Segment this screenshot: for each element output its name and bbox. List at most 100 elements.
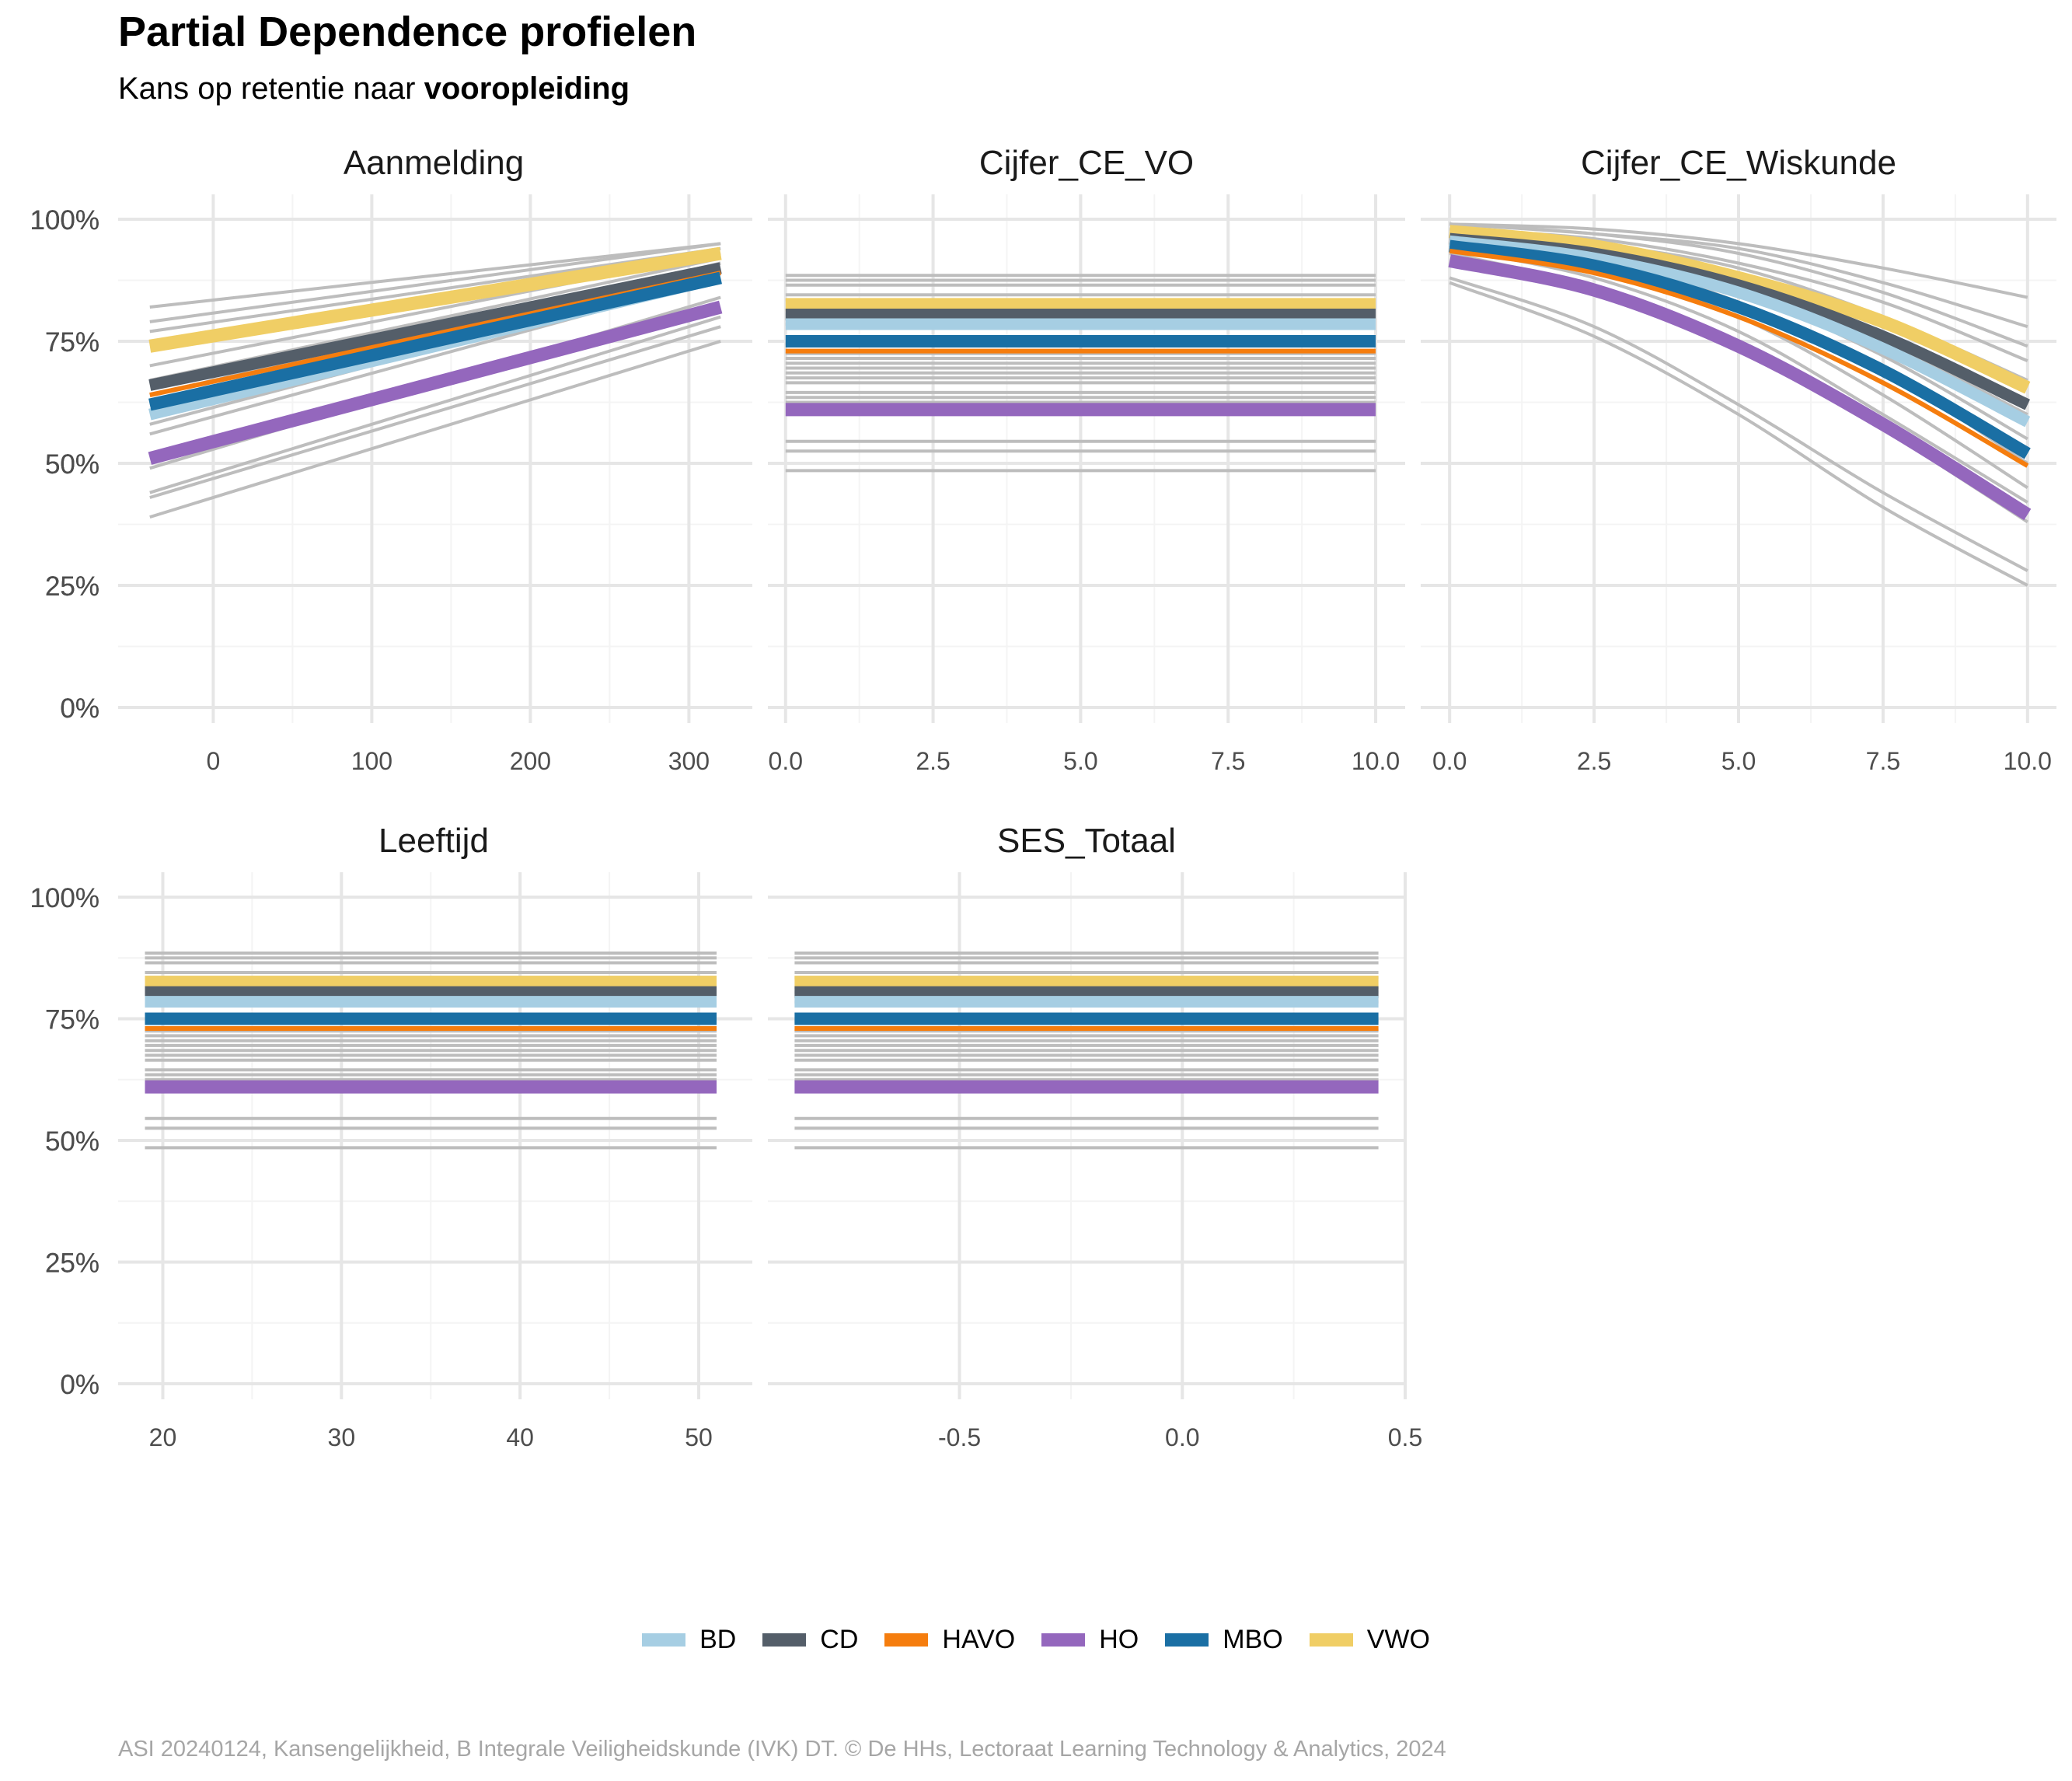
chart-title: Partial Dependence profielen: [118, 9, 697, 55]
x-tick-label: 0.0: [1165, 1423, 1199, 1451]
x-tick-label: 5.0: [1721, 747, 1756, 775]
background-profile-line: [149, 242, 721, 309]
chart-subtitle: Kans op retentie naar vooropleiding: [118, 72, 630, 107]
background-profile-line: [1449, 222, 2028, 348]
x-tick-label: 20: [149, 1423, 177, 1451]
series-line-mbo: [148, 271, 722, 411]
legend-key-bd: [642, 1633, 686, 1647]
legend-label-cd: CD: [820, 1625, 859, 1654]
x-tick-label: 5.0: [1063, 747, 1097, 775]
series-line-ho: [148, 300, 723, 465]
y-tick-label: 75%: [45, 327, 99, 358]
panel-cijfer-ce-wiskunde: Cijfer_CE_Wiskunde 0% 25% 50% 75% 100% 0.0 2.5 5…: [30, 144, 2056, 775]
y-tick-label: 50%: [45, 449, 99, 480]
y-tick-label: 75%: [45, 1005, 99, 1035]
x-tick-label: 300: [668, 747, 710, 775]
panel-title: Leeftijd: [378, 822, 489, 860]
y-tick-label: 0%: [60, 1370, 99, 1400]
legend-label-ho: HO: [1099, 1625, 1139, 1654]
y-tick-label: 50%: [45, 1126, 99, 1157]
y-tick-label: 0%: [60, 693, 99, 724]
background-profile-line: [149, 325, 721, 499]
subtitle-prefix: Kans op retentie naar: [118, 72, 424, 106]
series-line-havo: [1449, 248, 2029, 468]
y-tick-label: 75%: [45, 327, 99, 358]
series-line-mbo: [1449, 239, 2031, 459]
y-tick-label: 75%: [45, 1005, 99, 1035]
chart-caption: ASI 20240124, Kansengelijkheid, B Integr…: [118, 1737, 1446, 1762]
y-tick-label: 100%: [30, 205, 99, 236]
background-profile-line: [149, 242, 721, 323]
panel-title: Aanmelding: [344, 144, 524, 182]
x-tick-label: -0.5: [938, 1423, 981, 1451]
background-profile-line: [1449, 281, 2028, 587]
series-line-vwo: [148, 246, 722, 353]
y-tick-label: 25%: [45, 1248, 99, 1279]
background-profile-line: [1449, 222, 2028, 299]
panel-title: Cijfer_CE_Wiskunde: [1581, 144, 1896, 182]
x-tick-label: 50: [685, 1423, 713, 1451]
x-tick-label: 200: [510, 747, 551, 775]
legend-item-ho: HO: [1041, 1625, 1139, 1655]
legend-item-mbo: MBO: [1165, 1625, 1283, 1655]
y-tick-label: 25%: [45, 571, 99, 602]
x-tick-label: 0.0: [769, 747, 803, 775]
legend-key-ho: [1041, 1633, 1086, 1647]
panel-aanmelding: Aanmelding 0% 25% 50% 75% 100% 0 100 200 300: [30, 144, 752, 775]
panel-title: Cijfer_CE_VO: [979, 144, 1194, 182]
series-line-vwo: [1449, 225, 2031, 394]
legend-label-vwo: VWO: [1366, 1625, 1430, 1654]
series-line-ho: [1448, 254, 2032, 521]
background-profile-line: [149, 315, 721, 494]
subtitle-emphasis: vooropleiding: [424, 72, 630, 106]
y-tick-label: 0%: [60, 693, 99, 724]
background-profile-line: [1449, 276, 2028, 572]
series-line-bd: [1449, 235, 2031, 428]
y-tick-label: 100%: [30, 205, 99, 236]
series-line-cd: [148, 262, 722, 391]
x-tick-label: 2.5: [916, 747, 950, 775]
y-tick-label: 100%: [30, 883, 99, 913]
x-tick-label: 2.5: [1577, 747, 1611, 775]
y-tick-label: 25%: [45, 571, 99, 602]
legend: BD CD HAVO HO MBO VWO: [0, 1625, 2072, 1655]
y-tick-label: 0%: [60, 1370, 99, 1400]
y-tick-label: 25%: [45, 571, 99, 602]
x-tick-label: 0.5: [1388, 1423, 1422, 1451]
panel-title: SES_Totaal: [997, 822, 1176, 860]
y-tick-label: 50%: [45, 449, 99, 480]
y-tick-label: 50%: [45, 1126, 99, 1157]
x-tick-label: 7.5: [1866, 747, 1900, 775]
x-tick-label: 10.0: [1352, 747, 1400, 775]
x-tick-label: 0: [207, 747, 221, 775]
legend-label-bd: BD: [699, 1625, 737, 1654]
x-tick-label: 7.5: [1211, 747, 1245, 775]
panel-leeftijd: Leeftijd 0% 25% 50% 75% 100% 20 30 40 50: [30, 822, 752, 1451]
background-profile-line: [1449, 246, 2028, 504]
x-tick-label: 30: [328, 1423, 356, 1451]
x-tick-label: 0.0: [1432, 747, 1467, 775]
legend-key-mbo: [1165, 1633, 1209, 1647]
x-tick-label: 40: [506, 1423, 534, 1451]
panel-cijfer-ce-vo: Cijfer_CE_VO 0% 25% 50% 75% 100% 0.0 2.5 5.0 7.5 1…: [30, 144, 1405, 775]
background-profile-line: [149, 340, 721, 519]
legend-item-bd: BD: [642, 1625, 736, 1655]
y-tick-label: 100%: [30, 883, 99, 913]
legend-item-vwo: VWO: [1309, 1625, 1430, 1655]
legend-label-havo: HAVO: [942, 1625, 1016, 1654]
legend-key-havo: [884, 1633, 929, 1647]
y-tick-label: 25%: [45, 1248, 99, 1279]
y-tick-label: 75%: [45, 327, 99, 358]
y-tick-label: 100%: [30, 205, 99, 236]
panel-ses-totaal: SES_Totaal 0% 25% 50% 75% 100% -0.5 0.0 0.5: [30, 822, 1422, 1451]
legend-label-mbo: MBO: [1223, 1625, 1283, 1654]
legend-key-vwo: [1309, 1633, 1353, 1647]
x-tick-label: 10.0: [2004, 747, 2052, 775]
y-tick-label: 50%: [45, 449, 99, 480]
x-tick-label: 100: [351, 747, 392, 775]
legend-item-havo: HAVO: [884, 1625, 1015, 1655]
legend-key-cd: [762, 1633, 807, 1647]
legend-item-cd: CD: [762, 1625, 858, 1655]
y-tick-label: 0%: [60, 693, 99, 724]
